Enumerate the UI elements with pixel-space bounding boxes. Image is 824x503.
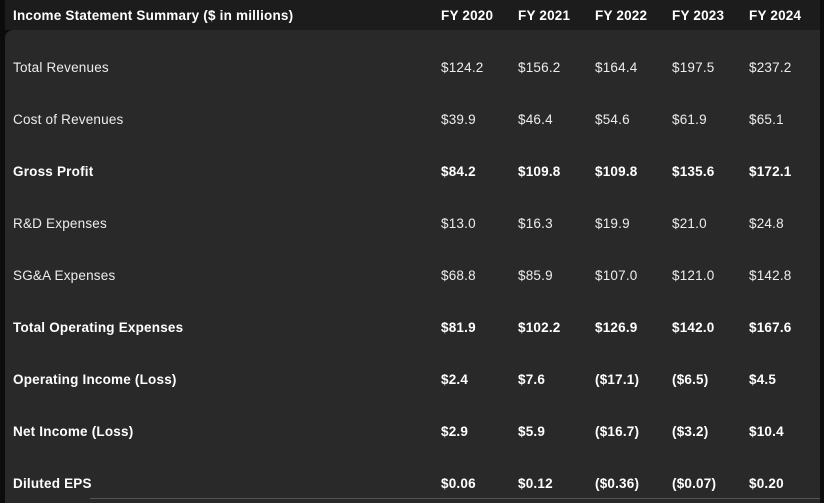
row-value: $2.4 [441, 371, 469, 387]
row-value: $142.8 [749, 267, 792, 283]
row-label: Operating Income (Loss) [13, 371, 177, 387]
row-value: $21.0 [672, 215, 707, 231]
row-value: $84.2 [441, 163, 476, 179]
row-value: ($16.7) [595, 423, 640, 439]
row-label: Total Revenues [13, 59, 109, 75]
row-label: Total Operating Expenses [13, 319, 184, 335]
row-value: $109.8 [595, 163, 638, 179]
table-row: Total Revenues $124.2 $156.2 $164.4 $197.5 $2… [5, 41, 820, 93]
column-header-fy2022: FY 2022 [595, 7, 648, 23]
row-value: $19.9 [595, 215, 630, 231]
row-value: $167.6 [749, 319, 792, 335]
income-statement-table: Income Statement Summary ($ in millions)… [5, 0, 820, 503]
row-label: Diluted EPS [13, 475, 92, 491]
row-value: $164.4 [595, 59, 638, 75]
column-header-fy2023: FY 2023 [672, 7, 725, 23]
row-value: $124.2 [441, 59, 484, 75]
row-value: $121.0 [672, 267, 715, 283]
row-value: $4.5 [749, 371, 777, 387]
table-body: Total Revenues $124.2 $156.2 $164.4 $197.5 $2… [5, 30, 820, 503]
row-value: $24.8 [749, 215, 784, 231]
row-value: $0.12 [518, 475, 553, 491]
row-value: ($0.36) [595, 475, 640, 491]
table-header-row: Income Statement Summary ($ in millions)… [5, 0, 820, 30]
row-value: ($3.2) [672, 423, 709, 439]
row-value: $0.20 [749, 475, 784, 491]
row-label: R&D Expenses [13, 215, 107, 231]
row-value: $237.2 [749, 59, 792, 75]
row-value: $10.4 [749, 423, 784, 439]
row-value: $109.8 [518, 163, 561, 179]
row-value: $65.1 [749, 111, 784, 127]
column-header-fy2020: FY 2020 [441, 7, 494, 23]
row-label: Cost of Revenues [13, 111, 124, 127]
row-value: $107.0 [595, 267, 638, 283]
table-row: R&D Expenses $13.0 $16.3 $19.9 $21.0 $24.8 [5, 197, 820, 249]
row-value: $81.9 [441, 319, 476, 335]
row-value: $2.9 [441, 423, 469, 439]
row-value: ($6.5) [672, 371, 709, 387]
table-title: Income Statement Summary ($ in millions) [13, 7, 294, 23]
row-value: ($17.1) [595, 371, 640, 387]
row-value: $126.9 [595, 319, 638, 335]
row-value: $135.6 [672, 163, 715, 179]
table-row: SG&A Expenses $68.8 $85.9 $107.0 $121.0 $142.… [5, 249, 820, 301]
table-row: Gross Profit $84.2 $109.8 $109.8 $135.6 $172.… [5, 145, 820, 197]
table-row: Diluted EPS $0.06 $0.12 ($0.36) ($0.07) $0.20 [5, 457, 820, 503]
row-value: $197.5 [672, 59, 715, 75]
row-value: $13.0 [441, 215, 476, 231]
row-value: $0.06 [441, 475, 476, 491]
row-value: ($0.07) [672, 475, 717, 491]
row-value: $54.6 [595, 111, 630, 127]
row-label: SG&A Expenses [13, 267, 116, 283]
column-header-fy2024: FY 2024 [749, 7, 802, 23]
column-header-fy2021: FY 2021 [518, 7, 571, 23]
row-value: $85.9 [518, 267, 553, 283]
table-row: Operating Income (Loss) $2.4 $7.6 ($17.1) ($… [5, 353, 820, 405]
row-value: $7.6 [518, 371, 546, 387]
row-value: $61.9 [672, 111, 707, 127]
row-value: $5.9 [518, 423, 546, 439]
row-value: $68.8 [441, 267, 476, 283]
table-row: Net Income (Loss) $2.9 $5.9 ($16.7) ($3.2) $1… [5, 405, 820, 457]
row-label: Gross Profit [13, 163, 94, 179]
row-value: $156.2 [518, 59, 561, 75]
table-bottom-border [90, 498, 820, 499]
row-value: $16.3 [518, 215, 553, 231]
row-label: Net Income (Loss) [13, 423, 134, 439]
row-value: $142.0 [672, 319, 715, 335]
row-value: $172.1 [749, 163, 792, 179]
table-row: Total Operating Expenses $81.9 $102.2 $126.… [5, 301, 820, 353]
table-row: Cost of Revenues $39.9 $46.4 $54.6 $61.9 $65.… [5, 93, 820, 145]
row-value: $102.2 [518, 319, 561, 335]
row-value: $46.4 [518, 111, 553, 127]
row-value: $39.9 [441, 111, 476, 127]
